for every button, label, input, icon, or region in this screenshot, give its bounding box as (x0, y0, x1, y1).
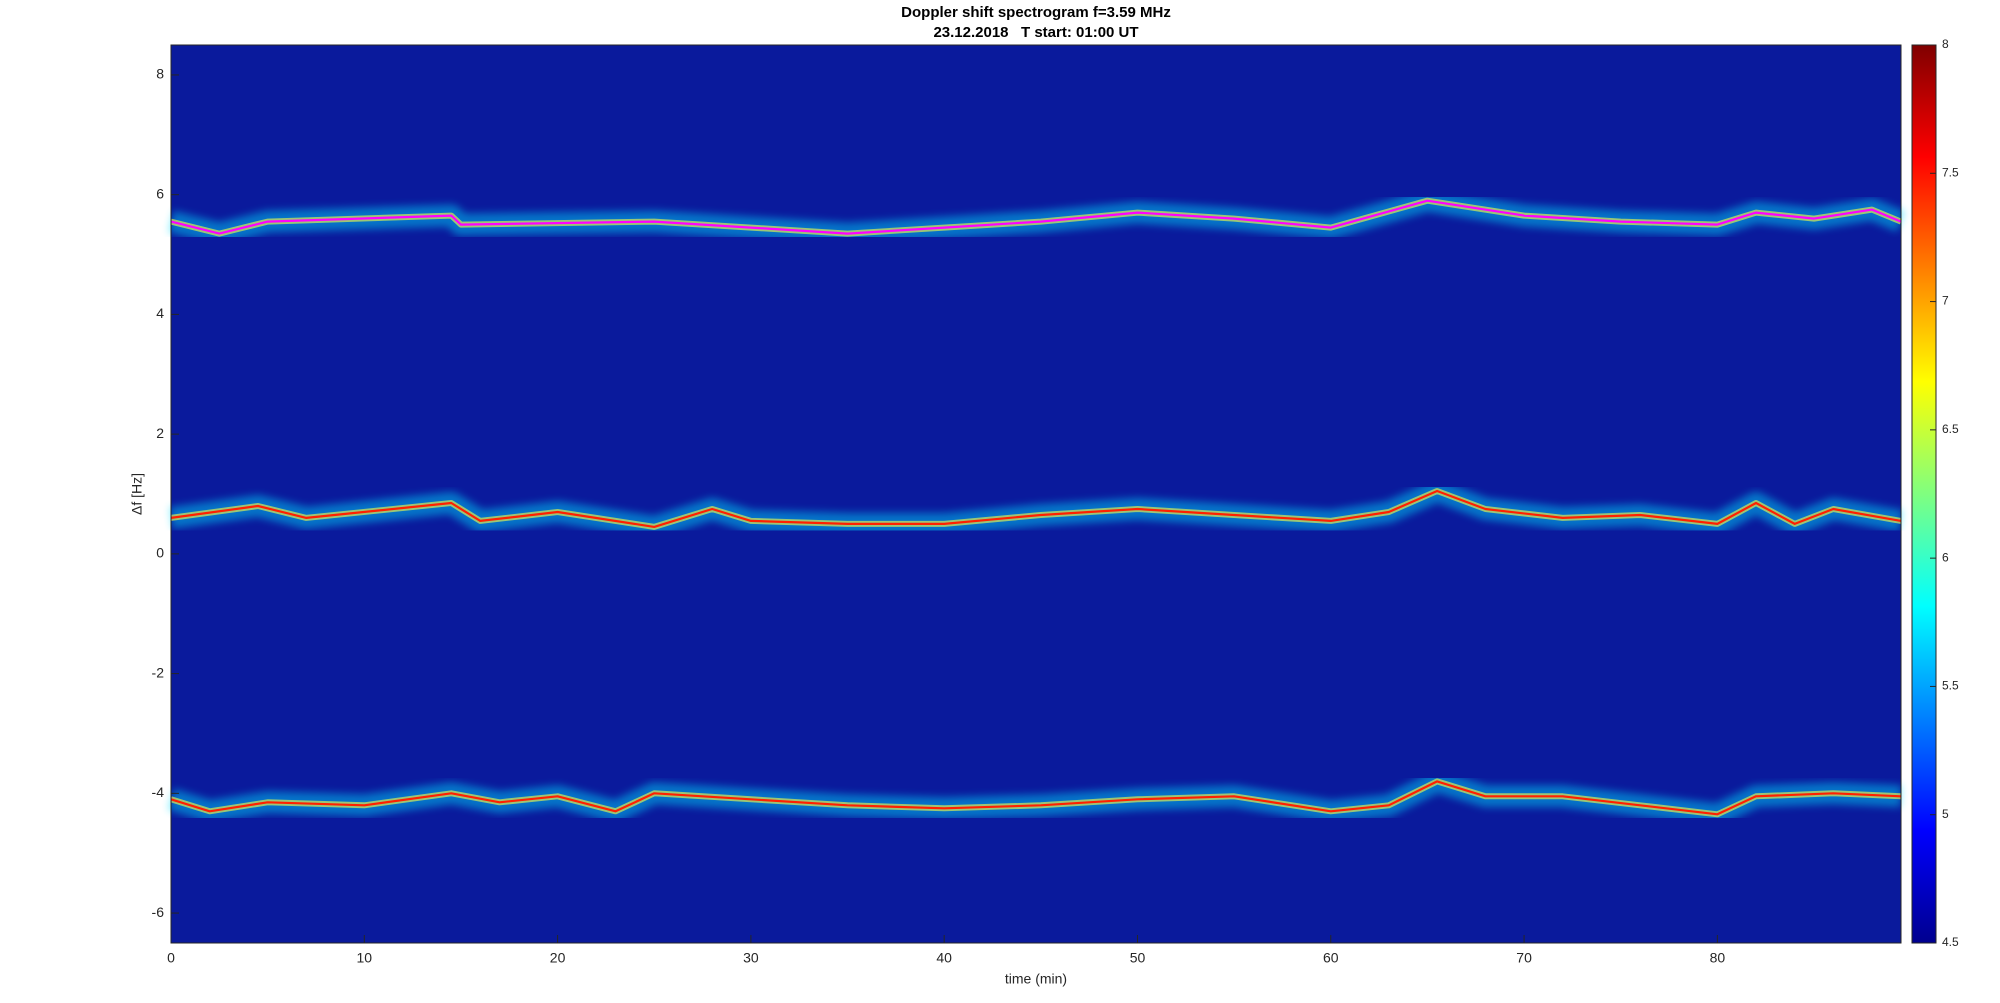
colorbar-tick-label: 7 (1942, 294, 1949, 308)
x-tick-label: 80 (1710, 950, 1726, 966)
x-tick-label: 0 (167, 950, 175, 966)
colorbar-tick-label: 5 (1942, 807, 1949, 821)
x-axis-label: time (min) (1005, 971, 1067, 987)
colorbar-tick-label: 5.5 (1942, 679, 1959, 693)
colorbar-tick-label: 8 (1942, 37, 1949, 51)
trace-line (170, 199, 1902, 235)
colorbar-tick-label: 4.5 (1942, 935, 1959, 949)
trace-line (170, 489, 1902, 528)
y-tick-label: 4 (156, 305, 164, 321)
x-tick-label: 50 (1130, 950, 1146, 966)
x-tick-label: 40 (936, 950, 952, 966)
y-tick-label: 8 (156, 66, 164, 82)
x-tick-label: 60 (1323, 950, 1339, 966)
axes-box (170, 44, 1902, 944)
x-tick-label: 20 (550, 950, 566, 966)
y-tick-label: 2 (156, 425, 164, 441)
chart-subtitle: 23.12.2018 T start: 01:00 UT (933, 24, 1138, 41)
y-tick-label: -4 (152, 784, 165, 800)
colorbar (1911, 44, 1937, 944)
x-tick-label: 10 (357, 950, 373, 966)
y-tick-label: 6 (156, 185, 164, 201)
y-axis-label: Δf [Hz] (129, 473, 145, 515)
colorbar-tick-label: 6.5 (1942, 422, 1959, 436)
trace-line (170, 780, 1902, 816)
colorbar-tick-label: 6 (1942, 550, 1949, 564)
chart-title: Doppler shift spectrogram f=3.59 MHz (901, 4, 1171, 21)
y-tick-label: -6 (152, 904, 165, 920)
y-tick-label: -2 (152, 664, 165, 680)
x-tick-label: 30 (743, 950, 759, 966)
x-tick-label: 70 (1516, 950, 1532, 966)
y-tick-label: 0 (156, 545, 164, 561)
colorbar-tick-label: 7.5 (1942, 165, 1959, 179)
